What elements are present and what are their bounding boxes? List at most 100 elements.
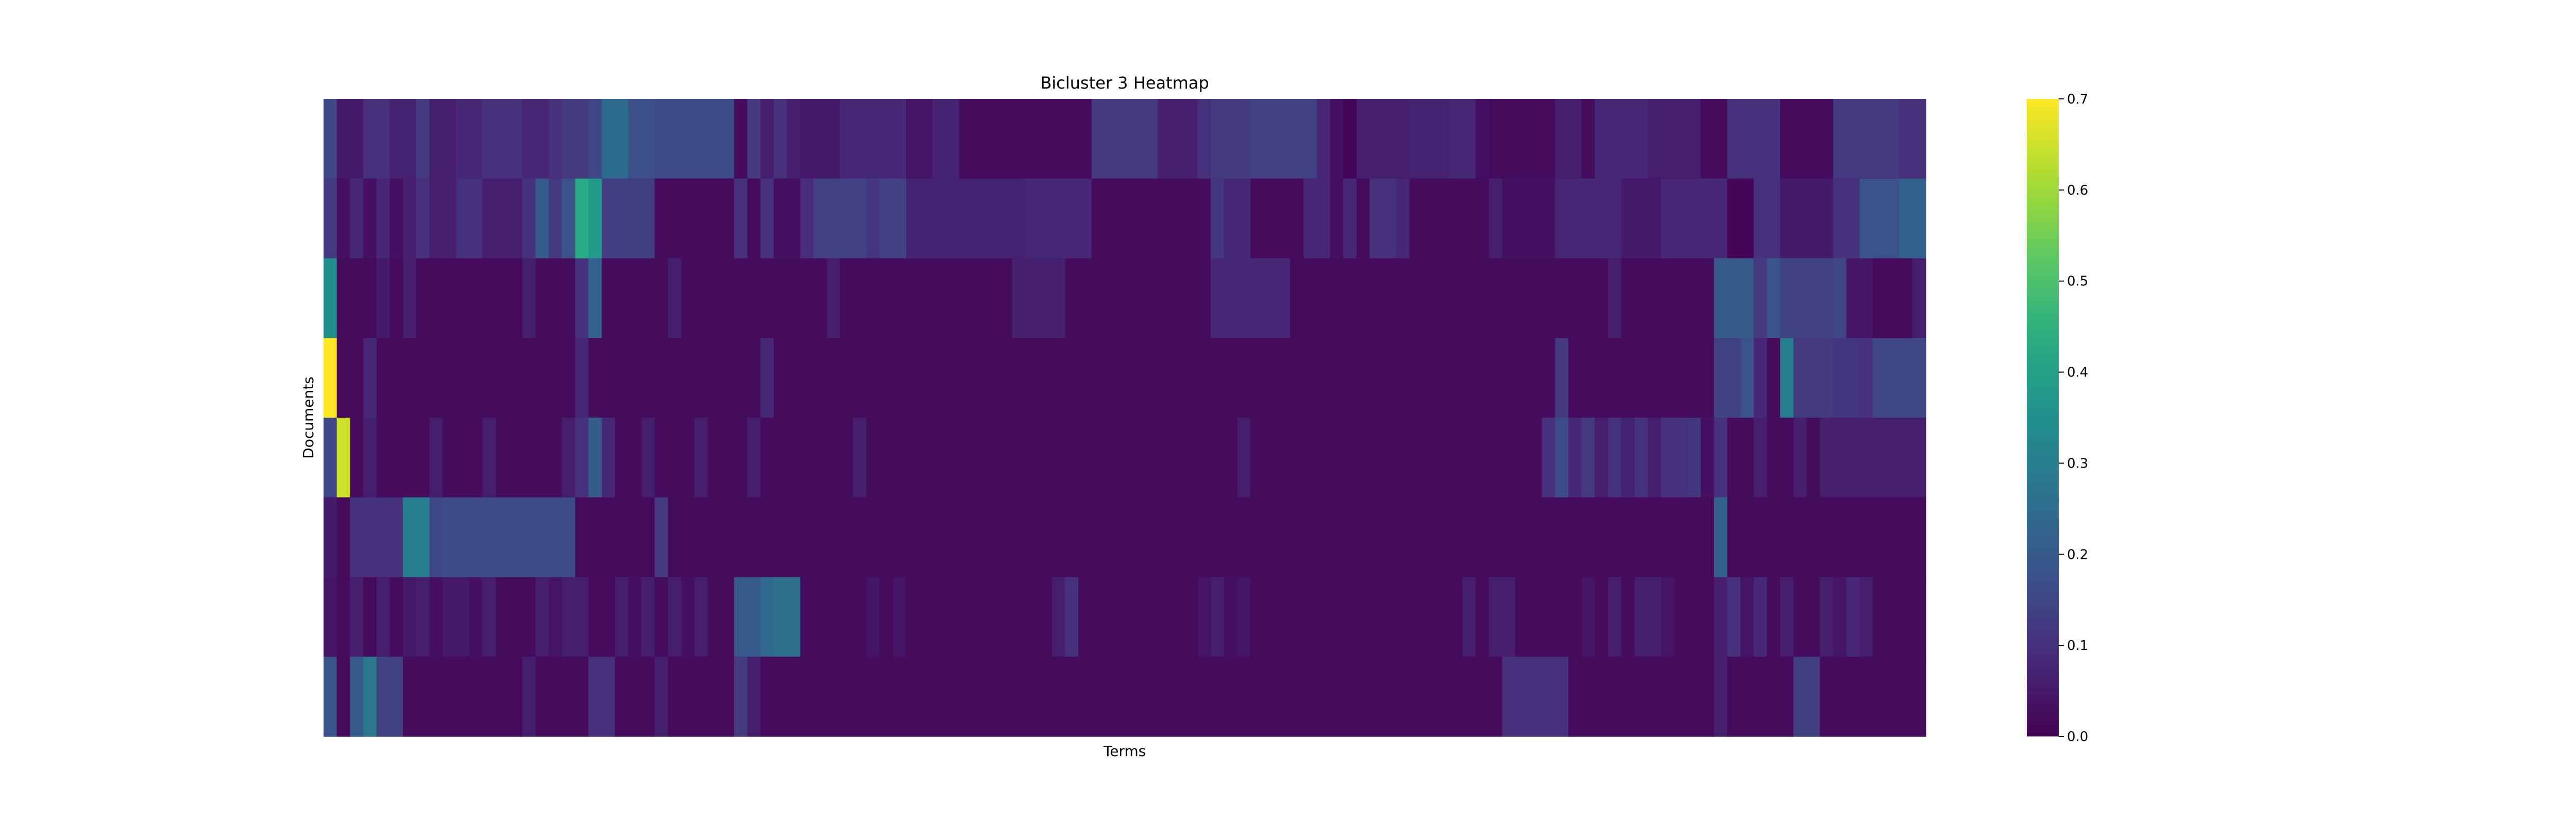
heatmap-cell (1462, 577, 1476, 657)
heatmap-cell (336, 338, 364, 418)
heatmap-cell (363, 657, 377, 737)
heatmap-cell (416, 577, 430, 657)
heatmap-cell (1714, 577, 1728, 657)
heatmap-cell (1197, 577, 1211, 657)
heatmap-cell (482, 99, 523, 179)
heatmap-cell (562, 99, 589, 179)
heatmap-cell (496, 418, 563, 498)
heatmap-cell (535, 657, 589, 737)
heatmap-cell (866, 418, 1238, 498)
heatmap-cell (694, 418, 708, 498)
heatmap-cell (760, 577, 774, 657)
heatmap-cell (535, 577, 549, 657)
heatmap-cell (403, 657, 523, 737)
heatmap-cell (429, 418, 443, 498)
heatmap-cell (906, 577, 1053, 657)
heatmap-cell (1211, 258, 1291, 338)
heatmap-cell (1581, 577, 1596, 657)
heatmap-cell (1753, 99, 1781, 179)
heatmap-cell (906, 178, 1026, 259)
heatmap-cell (1581, 99, 1596, 179)
heatmap-cell (1555, 178, 1622, 259)
heatmap-cell (773, 577, 801, 657)
heatmap-cell (773, 338, 1555, 418)
colorbar-tick-label: 0.1 (2067, 638, 2088, 654)
heatmap-cell (654, 657, 668, 737)
heatmap-cell (482, 577, 496, 657)
heatmap-cell (1873, 258, 1913, 338)
heatmap-cell (376, 258, 391, 338)
heatmap-cell (548, 99, 563, 179)
heatmap-cell (1158, 178, 1211, 259)
heatmap-cell (787, 99, 801, 179)
heatmap-cell (324, 657, 337, 737)
heatmap-cell (1660, 178, 1728, 259)
heatmap-cell (654, 178, 735, 259)
heatmap-cell (1767, 577, 1781, 657)
heatmap-cell (482, 178, 523, 259)
heatmap-cell (747, 99, 761, 179)
heatmap-cell (760, 657, 1503, 737)
heatmap-cell (1250, 99, 1317, 179)
heatmap-cell (1356, 99, 1410, 179)
heatmap-cell (363, 99, 391, 179)
heatmap-cell (1515, 178, 1555, 259)
heatmap-cell (654, 418, 695, 498)
heatmap-cell (1065, 258, 1211, 338)
heatmap-cell (760, 338, 774, 418)
heatmap-cell (1767, 258, 1781, 338)
heatmap-cell (1422, 99, 1450, 179)
heatmap-cell (363, 338, 377, 418)
heatmap-cell (1859, 577, 1873, 657)
heatmap-cell (416, 178, 430, 259)
y-axis-label: Documents (300, 376, 317, 459)
heatmap-cell (1793, 577, 1820, 657)
heatmap-cell (1780, 258, 1834, 338)
heatmap-cell (1595, 99, 1648, 179)
heatmap-cell (1687, 418, 1701, 498)
heatmap-cell (363, 577, 377, 657)
heatmap-cell (350, 418, 364, 498)
colorbar-tick-label: 0.5 (2067, 274, 2088, 289)
heatmap-cell (429, 497, 443, 578)
heatmap-cell (1197, 99, 1211, 179)
heatmap-cell (324, 178, 337, 259)
heatmap-cell (1820, 577, 1834, 657)
heatmap-cell (1250, 418, 1543, 498)
heatmap-cell (654, 497, 668, 578)
heatmap-cell (734, 657, 748, 737)
heatmap-cell (575, 258, 589, 338)
heatmap-cell (1608, 577, 1622, 657)
heatmap-cell (840, 258, 1013, 338)
heatmap-cell (1753, 418, 1768, 498)
heatmap-cell (1621, 418, 1635, 498)
heatmap-cell (1488, 577, 1516, 657)
heatmap-cell (1476, 99, 1489, 179)
heatmap-cell (588, 99, 602, 179)
heatmap-cell (562, 577, 589, 657)
heatmap-cell (866, 577, 880, 657)
heatmap-cell (1859, 178, 1900, 259)
heatmap-cell (800, 577, 867, 657)
heatmap-cell (601, 178, 655, 259)
heatmap-cell (1052, 577, 1065, 657)
heatmap-cell (1833, 418, 1926, 498)
heatmap-cell (1780, 99, 1834, 179)
heatmap-cell (429, 577, 443, 657)
heatmap-cell (601, 418, 616, 498)
heatmap-cell (324, 577, 337, 657)
heatmap-cell (336, 99, 364, 179)
heatmap-cell (1648, 99, 1701, 179)
heatmap-cell (575, 418, 589, 498)
heatmap-cell (575, 338, 589, 418)
heatmap-cell (588, 577, 616, 657)
heatmap-cell (1224, 178, 1251, 259)
heatmap-cell (1727, 178, 1754, 259)
heatmap-cell (1660, 577, 1675, 657)
heatmap-cell (1502, 657, 1569, 737)
heatmap-cell (336, 418, 350, 498)
heatmap-cell (760, 99, 774, 179)
heatmap-cell (535, 178, 549, 259)
heatmap-cell (336, 577, 350, 657)
